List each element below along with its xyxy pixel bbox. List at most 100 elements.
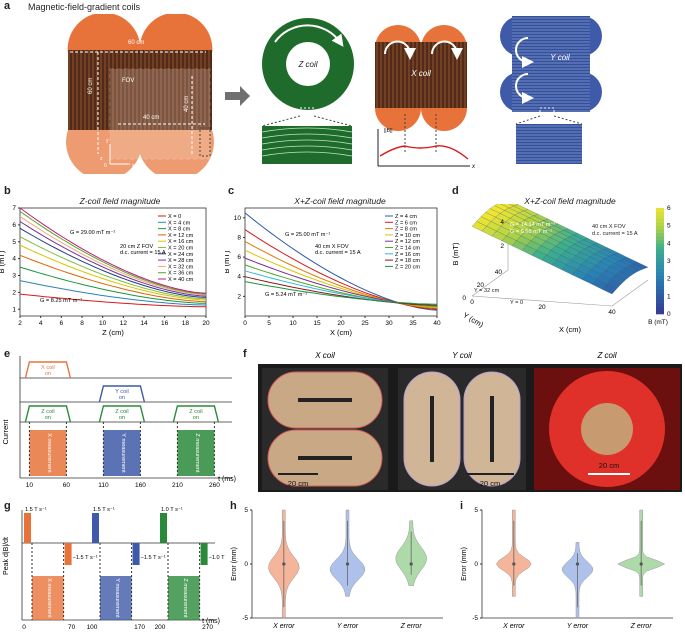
chart-annotation: 40 cm X FOV [315,244,349,250]
colorbar-cell [656,246,664,251]
axis-z-label: z [100,156,103,162]
colorbar-cell [656,268,664,272]
series-line [19,227,207,298]
x-axis-label: X (cm) [559,325,582,334]
y-tick-label: 6 [12,222,16,229]
plot-frame [19,207,207,317]
colorbar-tick-label: 3 [667,258,671,265]
window-label: Z measurement [182,578,188,618]
series-line [244,276,438,306]
colorbar-tick-label: 1 [667,293,671,300]
legend-entry: X = 36 cm [168,271,194,277]
colorbar-cell [656,239,664,244]
time-tick-label: 10 [26,482,34,489]
colorbar-cell [656,257,664,262]
colorbar-cell [656,229,664,234]
axis-y-label: y [106,138,109,144]
chart-annotation: G = 5.65 mT m⁻¹ [510,229,552,235]
x-tick-label: 0 [470,299,474,306]
x-tick-label: 40 [608,309,616,316]
axis-x-label: x [132,163,135,169]
colorbar-cell [656,292,664,297]
window-label: Y measurement [120,433,126,473]
time-tick-label: 270 [202,624,213,631]
panel-c-letter: c [228,185,235,197]
measurement-window [29,430,67,476]
rate-label: −1.0 T s⁻¹ [209,555,225,561]
time-tick-label: 210 [172,482,183,489]
y-tick-label: 10 [234,215,242,222]
violin-median [345,562,350,566]
pulse-label: Y coil [115,389,129,395]
series-line [19,236,207,300]
category-label: Z error [400,623,423,630]
legend-entry: X = 24 cm [168,252,194,258]
colorbar-cell [656,310,664,315]
colorbar-cell [656,236,664,241]
panel-c-title: X+Z-coil field magnitude [294,196,386,206]
colorbar-cell [656,296,664,301]
y-axis-label: B (mT) [0,250,6,273]
series-line [244,281,438,305]
panel-a-title: Magnetic-field-gradient coils [28,2,141,12]
x-tick-label: 10 [289,320,297,327]
series-line [19,266,207,304]
x-axis-label: Z (cm) [102,328,124,337]
pulse-label: on [45,371,51,377]
y-tick-label: 2 [12,289,16,296]
pulse-label: Z coil [115,409,128,415]
window-label: Y measurement [114,578,120,618]
y-tick-label: 0 [244,561,248,568]
x-axis-label: t (ms) [202,618,220,625]
colorbar-tick-label: 2 [667,276,671,283]
x-coil-label: X coil [410,69,431,78]
chart-annotation: 20 cm Z FOV [120,244,154,250]
time-tick-label: 70 [68,624,76,631]
panel-d-letter: d [452,185,459,197]
y-tick-label: 6 [237,254,241,261]
colorbar-tick-label: 4 [667,240,671,247]
y-axis-label: B (mT) [225,250,231,273]
time-tick-label: 160 [135,482,146,489]
z-axis-label: B (mT) [451,242,460,265]
rate-label: 1.0 T s⁻¹ [161,507,183,513]
rate-label: −1.5 T s⁻¹ [141,555,166,561]
rate-label: 1.5 T s⁻¹ [93,507,115,513]
x-axis-label: X (cm) [330,328,353,337]
y-tick-label: 5 [12,239,16,246]
colorbar-cell [656,232,664,237]
dim-60w: 60 cm [128,40,144,46]
panel-g-letter: g [4,500,11,512]
surface-box [471,279,649,307]
pulse-label: on [119,415,125,421]
legend-entry: Z = 10 cm [395,233,420,239]
colorbar-cell [656,271,664,276]
dim-40w: 40 cm [143,115,159,121]
current-pulse [98,405,146,423]
z-tick-label: 4 [500,219,504,226]
z-coil-photo [534,368,680,490]
scale-bar-y: 20 cm [480,479,500,488]
colorbar-cell [656,250,664,255]
window-label: X measurement [46,578,52,618]
x-tick-label: 20 [202,320,210,327]
panel-i-letter: i [460,500,464,512]
rate-bar-down [132,543,140,565]
x-tick-label: 18 [182,320,190,327]
legend-entry: X = 4 cm [168,220,191,226]
x-tick-label: 25 [361,320,369,327]
legend-entry: Z = 4 cm [395,214,417,220]
colorbar-cell [656,225,664,230]
z-coil-label: Z coil [297,60,317,69]
series-line [19,221,207,297]
category-label: Z error [630,623,653,630]
series-line [19,293,206,308]
series-line [19,254,207,303]
legend-entry: X = 28 cm [168,258,194,264]
legend-entry: Z = 16 cm [395,252,420,258]
x-coil-illustration [375,25,470,167]
photo-title-y: Y coil [452,351,472,360]
y-tick-label: 5 [244,507,248,514]
colorbar-cell [656,299,664,304]
